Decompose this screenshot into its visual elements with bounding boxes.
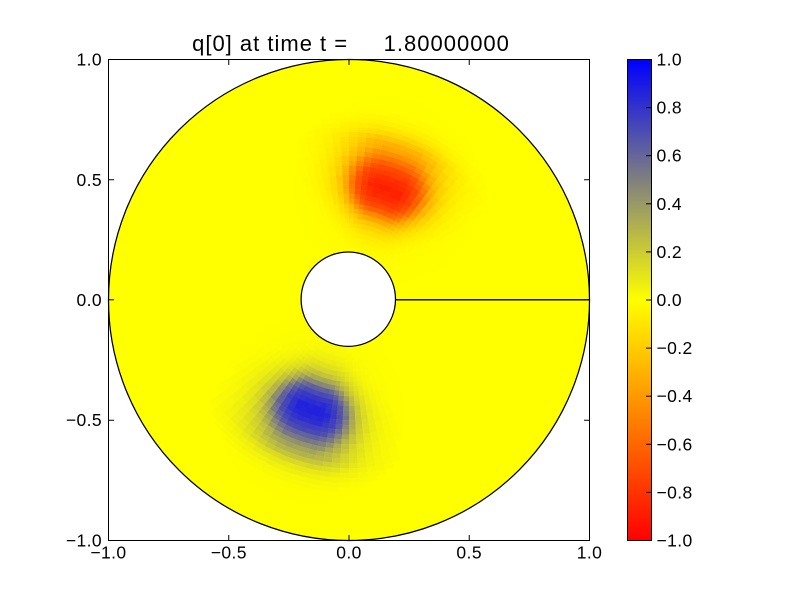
svg-text:−0.6: −0.6 [657,434,693,454]
svg-text:0.8: 0.8 [657,98,683,118]
svg-text:0.0: 0.0 [336,543,362,563]
svg-text:1.0: 1.0 [577,543,603,563]
svg-text:1.0: 1.0 [657,50,683,70]
svg-text:−0.5: −0.5 [211,543,247,563]
svg-text:0.2: 0.2 [657,242,683,262]
svg-text:−1.0: −1.0 [657,531,693,551]
svg-text:−1.0: −1.0 [66,531,102,551]
svg-text:q[0] at time t = 1.8000000: q[0] at time t = 1.80000000 [192,31,510,56]
svg-text:−0.4: −0.4 [657,386,693,406]
svg-text:−0.8: −0.8 [657,482,693,502]
svg-text:0.6: 0.6 [657,146,683,166]
svg-text:0.5: 0.5 [76,170,102,190]
svg-text:−0.5: −0.5 [66,410,102,430]
svg-text:0.0: 0.0 [76,290,102,310]
svg-text:1.0: 1.0 [76,50,102,70]
svg-text:0.4: 0.4 [657,194,683,214]
svg-text:0.5: 0.5 [456,543,482,563]
svg-text:0.0: 0.0 [657,290,683,310]
svg-text:−1.0: −1.0 [90,543,126,563]
svg-text:−0.2: −0.2 [657,338,693,358]
